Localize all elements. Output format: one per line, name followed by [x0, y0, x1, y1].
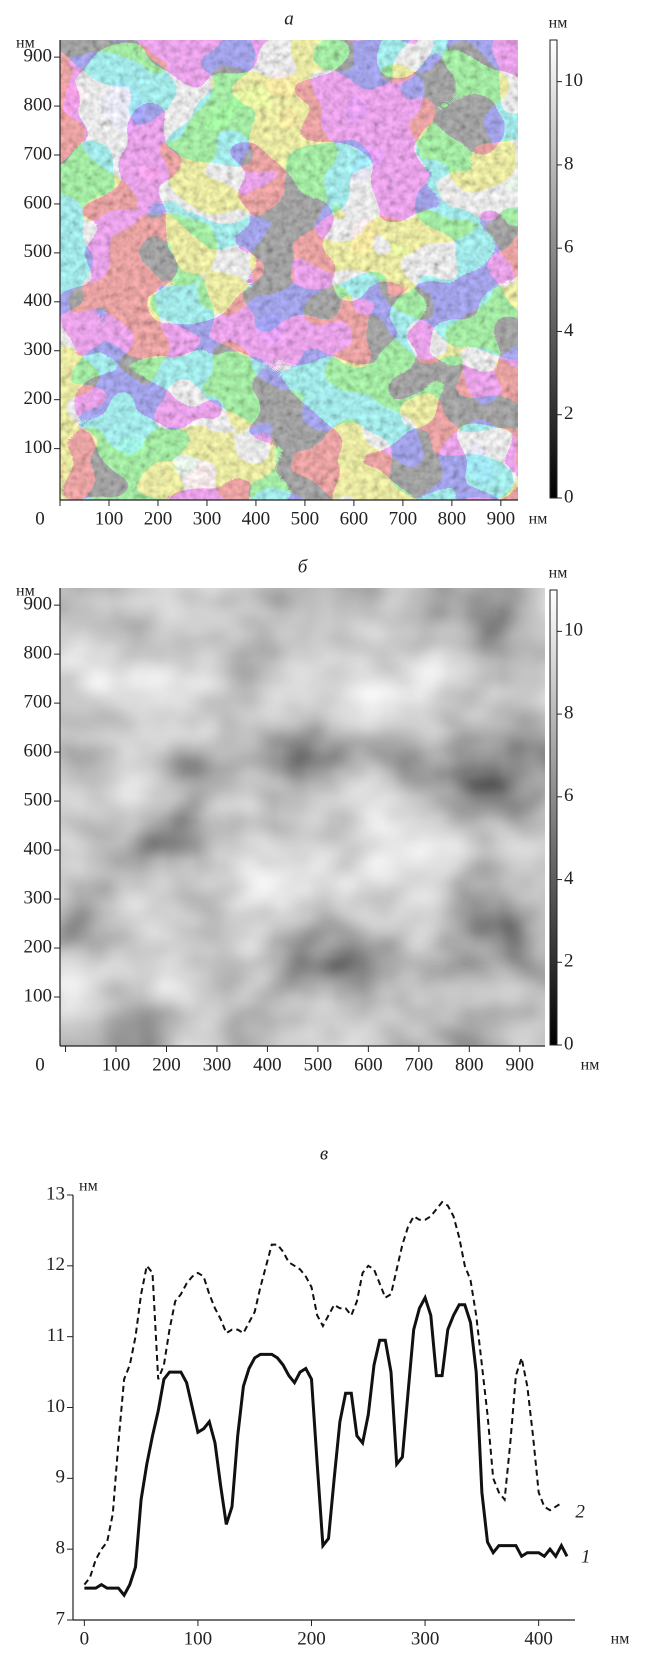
colorbar-tick-label: 2	[564, 403, 574, 424]
colorbar-tick-label: 4	[564, 320, 574, 341]
y-tick-label: 7	[56, 1608, 66, 1629]
colorbar	[549, 39, 558, 499]
y-tick-label: 300	[24, 887, 53, 908]
colorbar-tick-label: 4	[564, 868, 574, 889]
x-tick-label: 900	[506, 1054, 535, 1075]
y-tick-label: 9	[56, 1467, 66, 1488]
y-tick-label: 100	[24, 437, 53, 458]
x-tick-label: 300	[193, 508, 222, 529]
y-tick-label: 11	[47, 1325, 65, 1346]
colorbar-tick-label: 6	[564, 785, 574, 806]
colorbar-label: нм	[549, 565, 568, 582]
colorbar-tick-label: 10	[564, 620, 583, 641]
colorbar-tick-label: 6	[564, 237, 574, 258]
x-tick-label: 0	[35, 508, 45, 529]
chart-title: в	[320, 1143, 328, 1164]
colorbar-label: нм	[549, 15, 568, 32]
y-tick-label: 300	[24, 339, 53, 360]
chart-title: а	[284, 8, 294, 29]
y-axis-label: нм	[16, 35, 35, 52]
y-tick-label: 200	[24, 936, 53, 957]
x-tick-label: 100	[102, 1054, 131, 1075]
y-tick-label: 10	[46, 1396, 65, 1417]
x-tick-label: 100	[184, 1628, 213, 1649]
y-tick-label: 800	[24, 94, 53, 115]
y-tick-label: 500	[24, 789, 53, 810]
y-axis-label: нм	[16, 583, 35, 600]
afm-image	[60, 588, 545, 1046]
x-tick-label: 200	[297, 1628, 326, 1649]
x-tick-label: 300	[203, 1054, 232, 1075]
colorbar-tick-label: 0	[564, 486, 574, 507]
x-tick-label: 400	[253, 1054, 282, 1075]
y-tick-label: 400	[24, 838, 53, 859]
y-tick-label: 500	[24, 241, 53, 262]
y-tick-label: 700	[24, 691, 53, 712]
x-axis-label: нм	[611, 1631, 630, 1648]
chart-title: б	[298, 556, 309, 577]
colorbar-tick-label: 10	[564, 70, 583, 91]
x-tick-label: 700	[389, 508, 418, 529]
colorbar-tick-label: 0	[564, 1033, 574, 1054]
y-tick-label: 800	[24, 642, 53, 663]
y-tick-label: 400	[24, 290, 53, 311]
colorbar-tick-label: 8	[564, 702, 574, 723]
x-axis-label: нм	[581, 1057, 600, 1074]
y-tick-label: 900	[24, 594, 53, 615]
afm-image	[60, 40, 518, 500]
colorbar-tick-label: 2	[564, 951, 574, 972]
x-tick-label: 600	[340, 508, 369, 529]
x-tick-label: 700	[405, 1054, 434, 1075]
y-tick-label: 600	[24, 192, 53, 213]
x-axis-label: нм	[529, 511, 548, 528]
y-tick-label: 13	[46, 1183, 65, 1204]
x-tick-label: 800	[438, 508, 467, 529]
data-line	[84, 1293, 569, 1598]
y-tick-label: 100	[24, 985, 53, 1006]
y-tick-label: 700	[24, 143, 53, 164]
x-tick-label: 600	[354, 1054, 383, 1075]
x-tick-label: 100	[95, 508, 124, 529]
x-tick-label: 0	[35, 1054, 45, 1075]
colorbar-tick-label: 8	[564, 153, 574, 174]
x-tick-label: 200	[152, 1054, 181, 1075]
y-tick-label: 12	[46, 1254, 65, 1275]
x-tick-label: 900	[487, 508, 516, 529]
x-tick-label: 400	[242, 508, 271, 529]
x-tick-label: 0	[80, 1628, 90, 1649]
series-label: 2	[575, 1501, 585, 1522]
y-axis-label: нм	[79, 1178, 98, 1195]
x-tick-label: 300	[411, 1628, 440, 1649]
colorbar	[549, 589, 558, 1046]
x-tick-label: 400	[524, 1628, 553, 1649]
y-tick-label: 200	[24, 388, 53, 409]
y-tick-label: 600	[24, 740, 53, 761]
data-line	[83, 1200, 562, 1586]
y-tick-label: 8	[56, 1538, 66, 1559]
x-tick-label: 500	[291, 508, 320, 529]
y-tick-label: 900	[24, 45, 53, 66]
x-tick-label: 200	[144, 508, 173, 529]
series-label: 1	[581, 1547, 591, 1568]
x-tick-label: 500	[304, 1054, 333, 1075]
x-tick-label: 800	[455, 1054, 484, 1075]
